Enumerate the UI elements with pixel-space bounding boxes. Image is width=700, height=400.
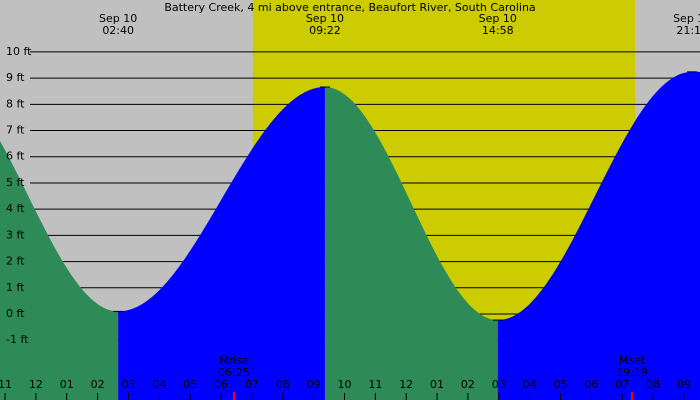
y-tick-label: -1 ft [6, 333, 29, 346]
rising-tide [118, 87, 325, 400]
tide-area [0, 71, 700, 400]
x-tick-label: 12 [29, 378, 43, 391]
extreme-date: Sep 10 [479, 12, 517, 25]
x-tick-label: 01 [430, 378, 444, 391]
y-tick-label: 1 ft [6, 281, 25, 294]
y-tick-label: 7 ft [6, 124, 25, 137]
x-tick-label: 01 [60, 378, 74, 391]
y-tick-label: 2 ft [6, 255, 25, 268]
y-tick-label: 6 ft [6, 150, 25, 163]
y-tick-label: 5 ft [6, 176, 25, 189]
x-tick-label: 09 [677, 378, 691, 391]
falling-tide [324, 87, 498, 400]
moon-time: 06:25 [218, 366, 250, 379]
x-tick-label: 11 [0, 378, 12, 391]
x-tick-label: 07 [245, 378, 259, 391]
x-tick-label: 06 [214, 378, 228, 391]
falling-tide [0, 140, 119, 400]
x-tick-label: 02 [91, 378, 105, 391]
x-tick-label: 04 [523, 378, 537, 391]
y-tick-label: 8 ft [6, 97, 25, 110]
y-tick-label: 9 ft [6, 71, 25, 84]
x-tick-label: 06 [584, 378, 598, 391]
x-tick-label: 02 [461, 378, 475, 391]
x-tick-label: 12 [399, 378, 413, 391]
x-tick-label: 05 [183, 378, 197, 391]
y-tick-label: 3 ft [6, 228, 25, 241]
extreme-time: 14:58 [482, 24, 514, 37]
y-tick-label: 0 ft [6, 307, 25, 320]
x-tick-label: 09 [307, 378, 321, 391]
chart-title: Battery Creek, 4 mi above entrance, Beau… [164, 1, 535, 14]
x-tick-label: 08 [276, 378, 290, 391]
extreme-date: Sep 10 [673, 12, 700, 25]
y-tick-label: 4 ft [6, 202, 25, 215]
moon-label: Mrise [219, 354, 249, 367]
x-tick-label: 08 [646, 378, 660, 391]
moon-time: 19:19 [616, 366, 648, 379]
x-tick-label: 05 [554, 378, 568, 391]
extreme-date: Sep 10 [99, 12, 137, 25]
moon-label: Mset [619, 354, 646, 367]
extreme-date: Sep 10 [306, 12, 344, 25]
x-tick-label: 11 [368, 378, 382, 391]
x-tick-label: 04 [152, 378, 166, 391]
x-tick-label: 03 [492, 378, 506, 391]
y-tick-label: 10 ft [6, 45, 32, 58]
extreme-time: 09:22 [309, 24, 341, 37]
x-tick-label: 10 [337, 378, 351, 391]
rising-tide [497, 71, 700, 400]
x-tick-label: 07 [615, 378, 629, 391]
extreme-time: 02:40 [102, 24, 134, 37]
x-tick-label: 03 [121, 378, 135, 391]
extreme-time: 21:16 [676, 24, 700, 37]
